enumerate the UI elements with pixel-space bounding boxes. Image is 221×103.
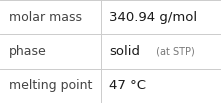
Text: molar mass: molar mass — [9, 11, 82, 24]
Text: solid: solid — [109, 45, 140, 58]
Text: (at STP): (at STP) — [153, 46, 194, 57]
Text: 340.94 g/mol: 340.94 g/mol — [109, 11, 198, 24]
Text: 47 °C: 47 °C — [109, 79, 146, 92]
Text: phase: phase — [9, 45, 47, 58]
Text: melting point: melting point — [9, 79, 92, 92]
